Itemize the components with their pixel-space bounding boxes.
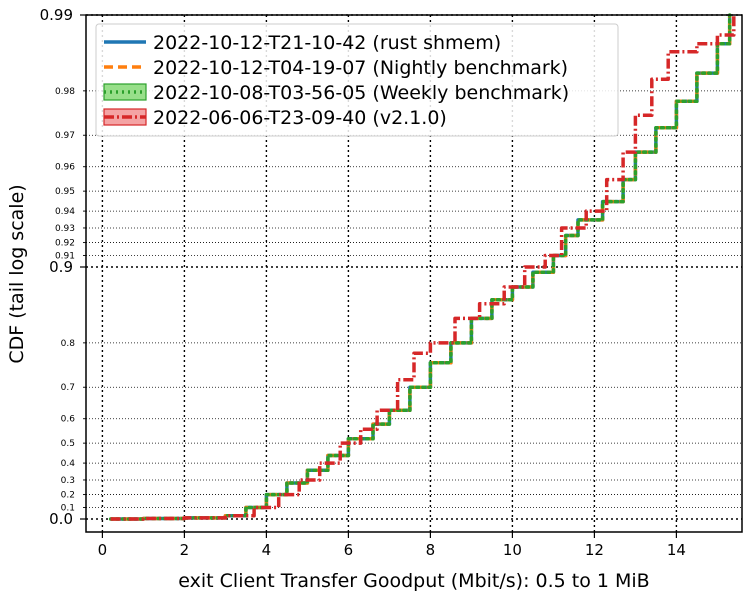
y-minor-tick-label: 0.7 xyxy=(61,383,75,393)
y-minor-tick-label: 0.4 xyxy=(61,459,76,469)
legend: 2022-10-12-T21-10-42 (rust shmem) 2022-10… xyxy=(95,23,619,137)
y-minor-tick-label: 0.6 xyxy=(61,415,76,425)
y-minor-tick-label: 0.3 xyxy=(61,476,75,486)
x-tick-label: 10 xyxy=(503,541,522,559)
y-minor-tick-label: 0.96 xyxy=(55,163,75,173)
y-major-tick-label: 0.9 xyxy=(49,258,73,276)
x-axis-label: exit Client Transfer Goodput (Mbit/s): 0… xyxy=(178,570,649,592)
plot-frame xyxy=(85,14,743,533)
x-tick-label: 14 xyxy=(667,541,686,559)
series-lines xyxy=(108,13,736,521)
y-major-tick-label: 0.99 xyxy=(40,6,73,24)
y-minor-tick-label: 0.8 xyxy=(61,339,76,349)
y-major-tick-label: 0.0 xyxy=(49,510,73,528)
y-minor-tick-label: 0.98 xyxy=(55,87,75,97)
series-line-3 xyxy=(108,13,732,521)
x-tick-label: 0 xyxy=(98,541,108,559)
y-minor-tick-label: 0.2 xyxy=(61,491,75,501)
legend-label: 2022-10-12-T04-19-07 (Nightly benchmark) xyxy=(153,57,568,79)
x-tick-label: 6 xyxy=(344,541,354,559)
x-tick-label: 2 xyxy=(180,541,190,559)
legend-label: 2022-10-12-T21-10-42 (rust shmem) xyxy=(153,32,501,54)
y-axis-label: CDF (tail log scale) xyxy=(6,184,28,363)
legend-label: 2022-10-08-T03-56-05 (Weekly benchmark) xyxy=(153,82,569,104)
y-minor-tick-label: 0.93 xyxy=(55,224,75,234)
axis-ticks: 0 2 4 6 8 10 12 14 0.0 0.9 0.99 0.1 0.2 0.3 0.4 0.5 0.6 0… xyxy=(40,6,686,559)
legend-label: 2022-06-06-T23-09-40 (v2.1.0) xyxy=(153,107,447,129)
y-minor-tick-label: 0.91 xyxy=(55,251,75,261)
x-tick-label: 4 xyxy=(262,541,272,559)
y-minor-tick-label: 0.94 xyxy=(55,207,75,217)
legend-box xyxy=(95,23,619,137)
y-minor-tick-label: 0.92 xyxy=(55,239,75,249)
x-tick-label: 12 xyxy=(585,541,604,559)
y-minor-tick-label: 0.1 xyxy=(61,503,75,513)
y-minor-tick-label: 0.95 xyxy=(55,187,75,197)
series-line-4 xyxy=(110,15,736,521)
x-tick-label: 8 xyxy=(426,541,436,559)
y-minor-tick-label: 0.97 xyxy=(55,131,75,141)
y-minor-tick-label: 0.5 xyxy=(61,439,75,449)
